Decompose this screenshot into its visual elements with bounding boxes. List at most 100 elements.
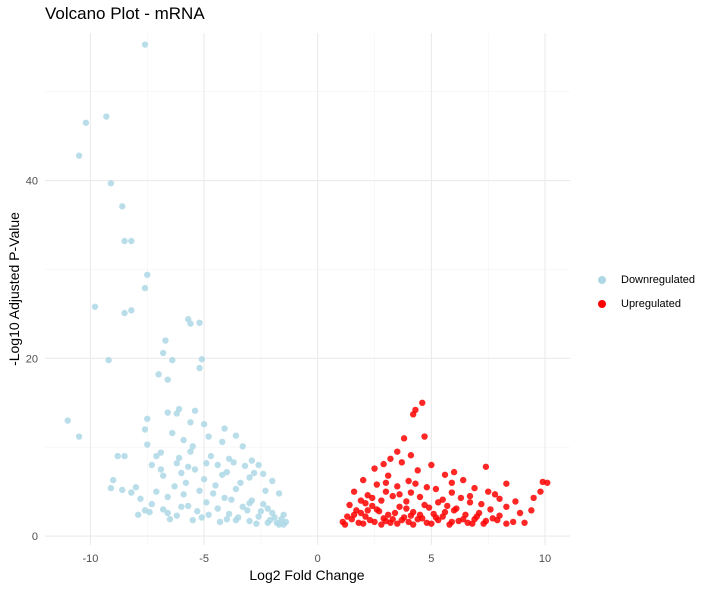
data-point [121, 309, 128, 317]
data-point [280, 521, 287, 528]
legend-key-downregulated [598, 276, 606, 284]
data-point [178, 503, 185, 510]
data-point [134, 511, 142, 518]
data-point [516, 509, 524, 517]
data-point [478, 500, 485, 508]
data-point [366, 516, 374, 524]
data-point [246, 517, 253, 525]
data-point [459, 476, 467, 484]
data-point [162, 337, 169, 344]
data-point [384, 472, 392, 479]
data-point [244, 507, 251, 514]
data-point [209, 490, 217, 497]
data-point [364, 507, 371, 514]
data-point [121, 452, 128, 460]
data-point [175, 454, 183, 462]
data-point [278, 516, 285, 523]
data-point [396, 491, 403, 498]
data-point [205, 511, 212, 518]
data-point [471, 484, 478, 492]
data-point [423, 484, 431, 491]
data-point [457, 494, 465, 502]
data-point [489, 515, 496, 522]
data-point [441, 508, 449, 516]
data-point [182, 479, 190, 486]
data-point [466, 499, 474, 506]
data-point [232, 516, 240, 524]
chart-title: Volcano Plot - mRNA [45, 4, 205, 23]
data-point [144, 415, 151, 422]
data-point [357, 509, 365, 517]
data-point [221, 494, 228, 502]
legend-item-downregulated: Downregulated [598, 268, 695, 292]
data-point [232, 432, 240, 439]
data-point [448, 479, 456, 486]
data-point [200, 420, 208, 428]
data-point [407, 489, 415, 496]
data-point [223, 516, 231, 523]
data-point [148, 461, 156, 469]
x-tick-label: 0 [315, 553, 321, 565]
data-point [275, 490, 283, 497]
legend-key-upregulated [598, 300, 606, 308]
data-point [198, 356, 206, 363]
data-point [107, 180, 115, 187]
legend-item-upregulated: Upregulated [598, 292, 695, 316]
data-point [173, 460, 181, 467]
data-point [362, 513, 369, 520]
data-point [398, 516, 406, 524]
data-point [394, 483, 401, 490]
data-point [203, 460, 210, 467]
data-point [403, 498, 410, 505]
data-point [448, 489, 456, 496]
data-point [219, 438, 226, 446]
data-point [232, 485, 240, 493]
data-point [544, 479, 551, 486]
data-point [214, 505, 221, 512]
data-point [512, 498, 519, 505]
legend-label-downregulated: Downregulated [621, 274, 695, 286]
data-point [225, 510, 233, 518]
data-point [239, 443, 246, 450]
data-point [141, 507, 149, 514]
data-point [246, 500, 253, 507]
data-point [180, 491, 187, 498]
data-point [198, 514, 206, 521]
data-point [241, 462, 249, 470]
data-point [412, 480, 419, 487]
data-point [350, 488, 358, 495]
data-point [459, 516, 467, 523]
y-axis-title: -Log10 Adjusted P-Value [6, 212, 22, 366]
data-point [164, 509, 171, 517]
data-point [184, 463, 192, 470]
data-point [164, 409, 171, 416]
data-point [221, 425, 228, 432]
data-point [173, 512, 181, 519]
data-point [439, 496, 446, 503]
data-point [169, 356, 176, 364]
data-point [432, 485, 440, 493]
data-point [396, 503, 403, 510]
data-point [144, 271, 151, 278]
data-point [269, 477, 276, 485]
data-point [378, 497, 385, 504]
x-tick-label: 10 [539, 553, 551, 565]
data-point [391, 509, 399, 517]
data-point [400, 435, 408, 442]
data-point [259, 500, 267, 508]
data-point [409, 411, 417, 418]
data-point [212, 482, 219, 489]
data-point [109, 476, 117, 484]
data-point [121, 237, 128, 245]
data-point [203, 499, 210, 506]
data-point [107, 484, 115, 492]
data-point [373, 506, 381, 513]
data-point [466, 492, 474, 500]
data-point [119, 203, 126, 210]
data-point [537, 488, 544, 495]
grid [45, 33, 570, 545]
data-point [237, 479, 244, 486]
data-point [509, 518, 517, 526]
data-point [487, 506, 494, 513]
